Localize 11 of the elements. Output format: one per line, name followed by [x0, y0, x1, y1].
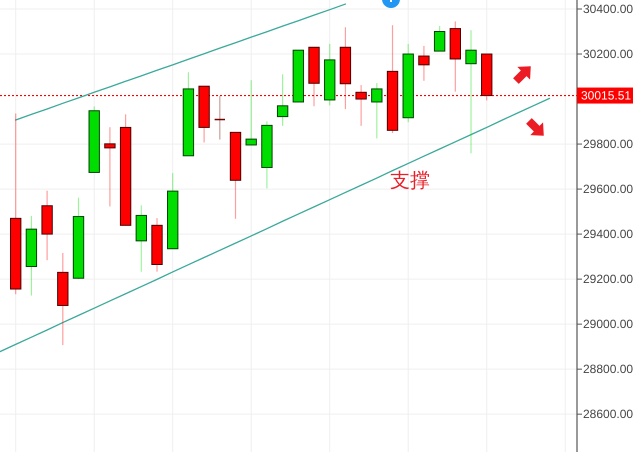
y-tick-label: 30200.00	[583, 47, 634, 62]
y-tick-label: 28800.00	[583, 362, 634, 376]
y-tick-label: 29800.00	[583, 137, 634, 152]
y-tick-label: 28600.00	[583, 407, 634, 422]
ref-line-label: 30015.51	[581, 88, 632, 103]
y-tick-label: 29400.00	[583, 227, 634, 242]
annotation: 支撑	[390, 170, 430, 192]
y-tick-label: 29000.00	[583, 317, 634, 332]
y-tick-label: 30400.00	[583, 2, 634, 16]
y-tick-label: 29200.00	[583, 272, 634, 286]
y-tick-label: 29600.00	[583, 182, 634, 196]
